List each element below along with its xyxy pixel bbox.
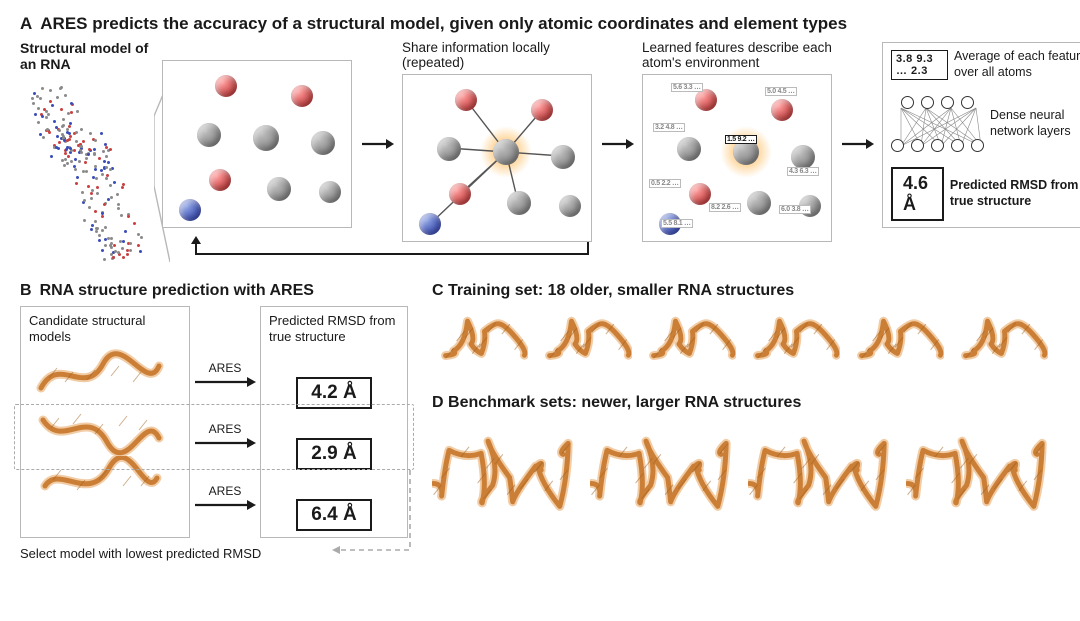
rna-ribbon-icon [748, 420, 898, 530]
panel-a-box4-col: 3.8 9.3 … 2.3 Average of each feature ov… [882, 40, 1080, 228]
panels-c-d: C Training set: 18 older, smaller RNA st… [432, 282, 1060, 561]
panel-c-title: C Training set: 18 older, smaller RNA st… [432, 282, 1060, 300]
arrow-a1 [360, 60, 394, 228]
panel-a-atoms1-col [162, 40, 352, 228]
atoms-share-locally [402, 74, 592, 242]
arrow-a2 [600, 60, 634, 228]
panel-b-title: B RNA structure prediction with ARES [20, 282, 410, 300]
ares-label: ARES [209, 422, 242, 436]
rna-ribbon-icon [29, 402, 169, 456]
panel-d-title: D Benchmark sets: newer, larger RNA stru… [432, 394, 1060, 412]
panel-a-letter: A [20, 14, 32, 33]
benchmark-set-strip [432, 420, 1060, 530]
panel-a-title: A ARES predicts the accuracy of a structu… [20, 14, 1060, 34]
selection-dashed-arrow [332, 470, 422, 570]
feature-vector: 3.8 9.3 … 2.3 [891, 50, 948, 80]
candidate-rna-2 [29, 402, 169, 456]
panel-c-title-text: Training set: 18 older, smaller RNA stru… [448, 282, 794, 299]
box2-label: Share information locally (repeated) [402, 40, 592, 70]
ares-label: ARES [209, 361, 242, 375]
avg-label: Average of each feature over all atoms [954, 49, 1080, 80]
predicted-rmsd-value: 4.6 Å [891, 167, 944, 221]
ares-arrow-1: ARES [190, 361, 260, 388]
atoms-closeup [162, 60, 352, 228]
rna-ribbon-icon [640, 308, 736, 368]
predicted-header: Predicted RMSD from true structure [269, 313, 399, 344]
panel-d-letter: D [432, 394, 444, 411]
rna-ribbon-icon [590, 420, 740, 530]
rmsd-value-1: 4.2 Å [296, 377, 372, 409]
panel-a-row: Structural model of an RNA Share informa… [20, 40, 1060, 264]
neural-network-box: 3.8 9.3 … 2.3 Average of each feature ov… [882, 42, 1080, 228]
ares-arrows-col: ARES ARES ARES [190, 306, 260, 538]
panel-a-scatter-col: Structural model of an RNA [20, 40, 154, 264]
scatter-label: Structural model of an RNA [20, 40, 154, 72]
rna-ribbon-icon [29, 456, 169, 510]
rna-ribbon-icon [536, 308, 632, 368]
panel-b: B RNA structure prediction with ARES Cand… [20, 282, 410, 561]
panel-a-box2-col: Share information locally (repeated) [402, 40, 592, 264]
rna-ribbon-icon [848, 308, 944, 368]
ares-arrow-2: ARES [190, 422, 260, 449]
rna-ribbon-icon [29, 348, 169, 402]
rmsd-value-2: 2.9 Å [296, 438, 372, 470]
box3-label: Learned features describe each atom's en… [642, 40, 832, 70]
panel-a-title-text: ARES predicts the accuracy of a structur… [40, 14, 847, 33]
panel-b-content: Candidate structural models ARES ARES AR… [20, 306, 410, 538]
dense-nn-icon [891, 96, 984, 152]
rna-scatter [20, 76, 154, 264]
dense-label: Dense neural network layers [990, 108, 1080, 139]
panel-d-title-text: Benchmark sets: newer, larger RNA struct… [448, 394, 801, 411]
rna-ribbon-icon [906, 420, 1056, 530]
candidate-header: Candidate structural models [29, 313, 181, 344]
ares-arrow-3: ARES [190, 484, 260, 511]
atoms-learned-features: 5.6 3.3 …5.0 4.5 …3.2 4.8 …1.5 9.2 …4.3 … [642, 74, 832, 242]
candidate-rna-3 [29, 456, 169, 510]
bottom-row: B RNA structure prediction with ARES Cand… [20, 282, 1060, 561]
panel-a: A ARES predicts the accuracy of a structu… [20, 14, 1060, 264]
rna-ribbon-icon [952, 308, 1048, 368]
arrow-a3 [840, 60, 874, 228]
candidate-rna-1 [29, 348, 169, 402]
rna-ribbon-icon [432, 420, 582, 530]
panel-b-letter: B [20, 282, 32, 299]
candidate-models-box: Candidate structural models [20, 306, 190, 538]
panel-a-box3-col: Learned features describe each atom's en… [642, 40, 832, 242]
training-set-strip [432, 308, 1060, 368]
rna-ribbon-icon [744, 308, 840, 368]
rna-ribbon-icon [432, 308, 528, 368]
panel-c-letter: C [432, 282, 444, 299]
predicted-rmsd-label: Predicted RMSD from true structure [950, 178, 1080, 209]
panel-b-title-text: RNA structure prediction with ARES [40, 282, 314, 299]
ares-label: ARES [209, 484, 242, 498]
feedback-arrow [402, 238, 592, 264]
